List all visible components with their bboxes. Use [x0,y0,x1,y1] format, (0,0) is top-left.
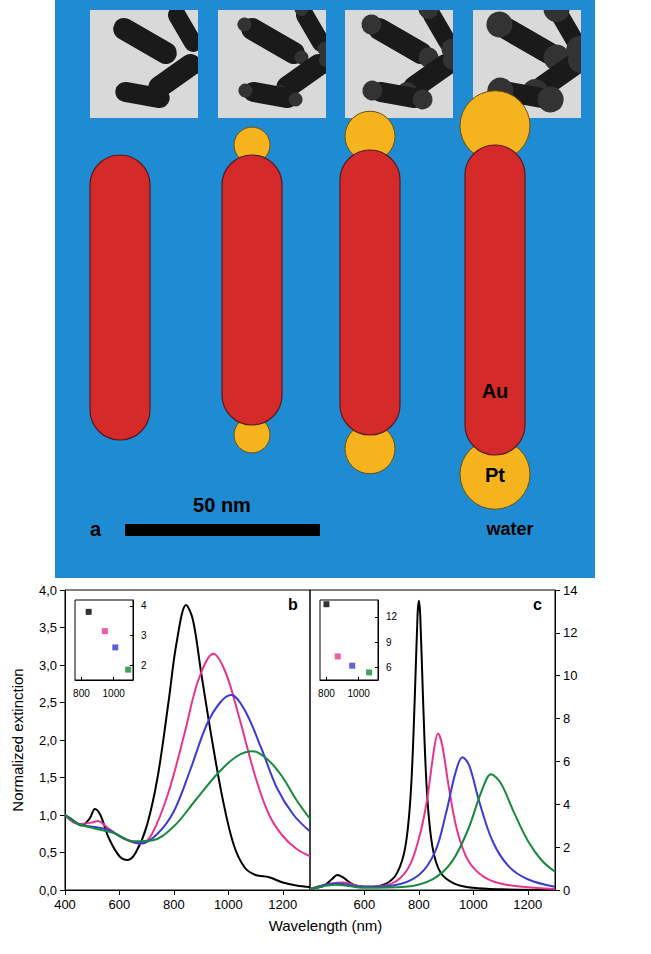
svg-text:Normalized extinction: Normalized extinction [9,668,26,811]
svg-text:1000: 1000 [103,688,126,699]
svg-text:c: c [533,596,542,613]
svg-text:4: 4 [141,600,147,611]
svg-text:800: 800 [163,897,185,912]
svg-text:1000: 1000 [214,897,243,912]
svg-text:Au: Au [482,380,509,402]
svg-text:8: 8 [563,711,570,726]
svg-text:800: 800 [73,688,90,699]
svg-text:2: 2 [141,660,147,671]
svg-text:2: 2 [563,840,570,855]
svg-text:9: 9 [386,637,392,648]
svg-text:a: a [90,518,102,540]
svg-text:1000: 1000 [459,897,488,912]
svg-text:6: 6 [563,754,570,769]
svg-text:800: 800 [408,897,430,912]
svg-text:50 nm: 50 nm [193,494,251,516]
svg-text:Wavelength (nm): Wavelength (nm) [269,917,383,934]
svg-text:1200: 1200 [513,897,542,912]
svg-text:6: 6 [386,662,392,673]
svg-text:water: water [485,519,533,539]
svg-text:3: 3 [141,630,147,641]
svg-text:1200: 1200 [268,897,297,912]
svg-text:1,5: 1,5 [39,770,57,785]
svg-text:4,0: 4,0 [39,583,57,598]
svg-text:2,5: 2,5 [39,695,57,710]
svg-text:3,5: 3,5 [39,620,57,635]
svg-text:b: b [288,596,298,613]
svg-text:12: 12 [563,625,577,640]
svg-text:0,5: 0,5 [39,845,57,860]
svg-text:1,0: 1,0 [39,808,57,823]
svg-text:4: 4 [563,797,570,812]
svg-text:12: 12 [386,611,398,622]
svg-text:1000: 1000 [348,688,371,699]
svg-text:400: 400 [54,897,76,912]
svg-text:Pt: Pt [485,464,505,486]
svg-text:2,0: 2,0 [39,733,57,748]
svg-text:600: 600 [354,897,376,912]
svg-text:600: 600 [109,897,131,912]
svg-text:0,0: 0,0 [39,883,57,898]
svg-text:800: 800 [318,688,335,699]
svg-text:10: 10 [563,668,577,683]
svg-text:0: 0 [563,883,570,898]
svg-text:3,0: 3,0 [39,658,57,673]
svg-text:14: 14 [563,583,577,598]
